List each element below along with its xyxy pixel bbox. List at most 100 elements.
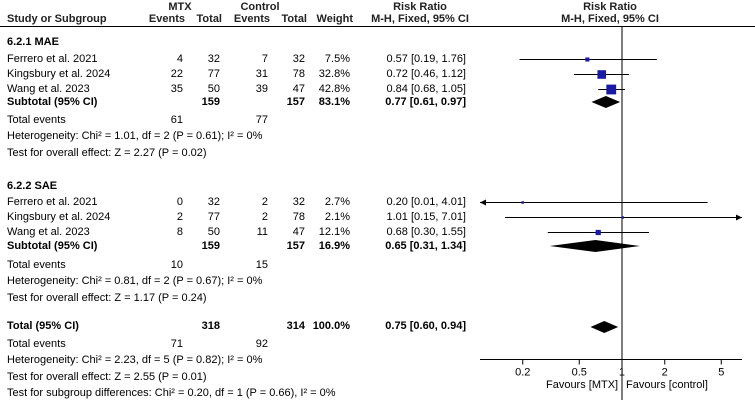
- x-tick-label: 0.5: [572, 367, 587, 379]
- events-control: 31: [255, 68, 268, 80]
- x-tick-label: 0.2: [515, 367, 530, 379]
- subgroup-title: 6.2.1 MAE: [7, 36, 59, 48]
- total-mtx: 50: [207, 226, 220, 238]
- total-events-control: 77: [255, 114, 268, 126]
- x-tick-label: 5: [718, 367, 724, 379]
- plot-header-title: Risk Ratio: [583, 1, 637, 13]
- total-events-control: 92: [255, 338, 268, 350]
- weight: 12.1%: [318, 226, 350, 238]
- risk-ratio-ci: 0.57 [0.19, 1.76]: [386, 53, 466, 65]
- weight: 2.7%: [324, 196, 350, 208]
- pooled-diamond: [549, 240, 641, 252]
- total-weight: 100.0%: [312, 320, 350, 332]
- group1-header: MTX: [168, 1, 192, 13]
- risk-ratio-ci: 0.20 [0.01, 4.01]: [386, 196, 466, 208]
- events-control: 2: [261, 196, 268, 208]
- subtotal-total-mtx: 159: [201, 96, 220, 108]
- study-square: [595, 229, 601, 236]
- total-label: Total (95% CI): [7, 320, 79, 332]
- subtotal-weight: 16.9%: [318, 240, 350, 252]
- risk-ratio-ci: 0.84 [0.68, 1.05]: [386, 83, 466, 95]
- overall-effect-text: Test for overall effect: Z = 2.27 (P = 0…: [7, 147, 207, 159]
- total-events-control: 15: [255, 259, 268, 271]
- x-tick-label: 1: [619, 367, 625, 379]
- total-events-label: Total events: [7, 259, 66, 271]
- weight: 7.5%: [324, 53, 350, 65]
- events-control: 7: [261, 53, 268, 65]
- weight-header: Weight: [316, 13, 353, 25]
- overall-effect-text: Test for overall effect: Z = 1.17 (P = 0…: [7, 292, 207, 304]
- total-mtx: 50: [207, 83, 220, 95]
- pooled-diamond: [590, 321, 619, 333]
- total-control: 47: [292, 83, 305, 95]
- column-header-study: Study or Subgroup: [7, 13, 107, 25]
- events-mtx: 8: [176, 226, 183, 238]
- effect-header-title: Risk Ratio: [393, 1, 447, 13]
- subtotal-weight: 83.1%: [318, 96, 350, 108]
- total-events-label: Total events: [7, 338, 66, 350]
- subtotal-total-control: 157: [286, 240, 305, 252]
- study-square: [521, 201, 524, 204]
- overall-effect-text: Test for overall effect: Z = 2.55 (P = 0…: [7, 371, 207, 383]
- subgroup-title: 6.2.2 SAE: [7, 180, 58, 192]
- subtotal-total-control: 157: [286, 96, 305, 108]
- subtotal-total-mtx: 159: [201, 240, 220, 252]
- heterogeneity-text: Heterogeneity: Chi² = 2.23, df = 5 (P = …: [7, 354, 263, 366]
- weight: 32.8%: [318, 68, 350, 80]
- events-control: 39: [255, 83, 268, 95]
- favours-left-label: Favours [MTX]: [545, 379, 619, 391]
- total-events-mtx: 61: [170, 114, 183, 126]
- study-square: [606, 84, 617, 95]
- study-square: [585, 57, 590, 62]
- study-name: Wang et al. 2023: [7, 83, 90, 95]
- risk-ratio-ci: 0.72 [0.46, 1.12]: [386, 68, 466, 80]
- events-mtx: 2: [176, 211, 183, 223]
- events-mtx: 4: [176, 53, 183, 65]
- total-mtx: 32: [207, 196, 220, 208]
- subtotal-label: Subtotal (95% CI): [7, 240, 98, 252]
- group2-header: Control: [240, 1, 280, 13]
- study-square: [621, 216, 624, 219]
- weight: 42.8%: [318, 83, 350, 95]
- group1-total-header: Total: [196, 13, 222, 25]
- total-mtx: 77: [207, 68, 220, 80]
- risk-ratio-ci: 1.01 [0.15, 7.01]: [386, 211, 466, 223]
- total-control: 47: [292, 226, 305, 238]
- subtotal-ci: 0.65 [0.31, 1.34]: [385, 240, 466, 252]
- total-mtx: 318: [201, 320, 220, 332]
- ci-arrow-left: [480, 199, 486, 206]
- pooled-diamond: [591, 96, 621, 108]
- study-name: Wang et al. 2023: [7, 226, 90, 238]
- total-ci: 0.75 [0.60, 0.94]: [385, 320, 466, 332]
- total-mtx: 77: [207, 211, 220, 223]
- favours-right-label: Favours [control]: [625, 379, 708, 391]
- ci-arrow-right: [736, 214, 742, 221]
- weight: 2.1%: [324, 211, 350, 223]
- study-name: Kingsbury et al. 2024: [7, 211, 111, 223]
- group2-events-header: Events: [233, 13, 270, 25]
- total-control: 314: [286, 320, 305, 332]
- total-mtx: 32: [207, 53, 220, 65]
- risk-ratio-ci: 0.68 [0.30, 1.55]: [386, 226, 466, 238]
- total-events-mtx: 71: [170, 338, 183, 350]
- events-mtx: 35: [170, 83, 183, 95]
- total-control: 32: [292, 53, 305, 65]
- effect-header-method: M-H, Fixed, 95% CI: [371, 13, 469, 25]
- subtotal-ci: 0.77 [0.61, 0.97]: [385, 96, 466, 108]
- total-control: 78: [292, 211, 305, 223]
- plot-header-method: M-H, Fixed, 95% CI: [561, 13, 659, 25]
- study-name: Ferrero et al. 2021: [7, 53, 98, 65]
- events-control: 11: [256, 226, 268, 238]
- heterogeneity-text: Heterogeneity: Chi² = 0.81, df = 2 (P = …: [7, 275, 263, 287]
- events-mtx: 0: [176, 196, 183, 208]
- total-events-label: Total events: [7, 114, 66, 126]
- study-square: [597, 70, 607, 79]
- study-name: Kingsbury et al. 2024: [7, 68, 111, 80]
- study-name: Ferrero et al. 2021: [7, 196, 98, 208]
- events-mtx: 22: [170, 68, 183, 80]
- heterogeneity-text: Heterogeneity: Chi² = 1.01, df = 2 (P = …: [7, 130, 263, 142]
- group1-events-header: Events: [148, 13, 185, 25]
- events-control: 2: [261, 211, 268, 223]
- group2-total-header: Total: [281, 13, 307, 25]
